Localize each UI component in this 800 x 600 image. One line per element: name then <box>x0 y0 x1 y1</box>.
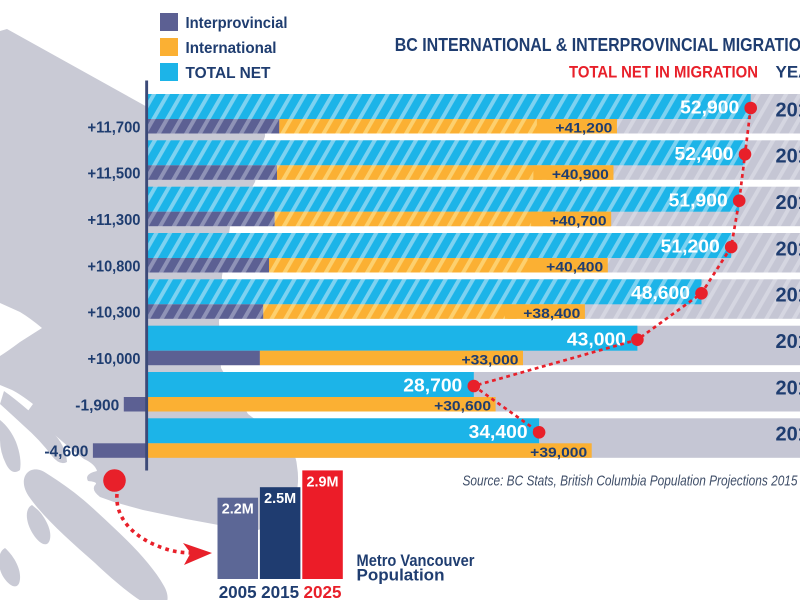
svg-text:+38,400: +38,400 <box>523 305 580 321</box>
svg-text:2.9M: 2.9M <box>307 473 339 490</box>
svg-text:2012: 2012 <box>776 424 800 446</box>
svg-text:28,700: 28,700 <box>403 376 462 396</box>
svg-text:2.5M: 2.5M <box>264 490 296 507</box>
svg-text:TOTAL NET IN MIGRATION: TOTAL NET IN MIGRATION <box>569 63 758 82</box>
svg-text:+40,400: +40,400 <box>546 259 603 275</box>
svg-text:+30,600: +30,600 <box>434 398 491 414</box>
svg-text:2016: 2016 <box>776 238 800 260</box>
svg-text:51,200: 51,200 <box>661 237 720 257</box>
svg-text:-4,600: -4,600 <box>44 444 88 461</box>
svg-text:+11,300: +11,300 <box>88 212 141 229</box>
svg-text:+11,500: +11,500 <box>88 166 141 183</box>
svg-text:48,600: 48,600 <box>631 283 690 303</box>
svg-text:2014: 2014 <box>776 331 800 353</box>
svg-text:+10,800: +10,800 <box>88 258 141 275</box>
svg-text:+33,000: +33,000 <box>462 351 519 367</box>
svg-text:2019: 2019 <box>776 99 800 121</box>
svg-text:2015: 2015 <box>776 285 800 307</box>
svg-text:International: International <box>186 40 277 57</box>
svg-text:+41,200: +41,200 <box>555 120 612 136</box>
svg-text:-1,900: -1,900 <box>75 397 119 414</box>
svg-text:+39,000: +39,000 <box>530 444 587 460</box>
svg-text:Metro Vancouver: Metro Vancouver <box>357 552 476 570</box>
svg-text:2025: 2025 <box>304 582 342 600</box>
svg-text:34,400: 34,400 <box>469 422 528 442</box>
svg-text:Interprovincial: Interprovincial <box>186 15 288 32</box>
svg-text:2.2M: 2.2M <box>222 501 254 518</box>
svg-text:TOTAL NET: TOTAL NET <box>186 65 271 82</box>
svg-text:Source: BC Stats, British Colu: Source: BC Stats, British Columbia Popul… <box>463 473 799 490</box>
svg-text:YEAR: YEAR <box>776 63 800 82</box>
svg-text:52,400: 52,400 <box>675 144 734 164</box>
svg-text:+10,000: +10,000 <box>88 351 141 368</box>
svg-text:2017: 2017 <box>776 192 800 214</box>
svg-text:+11,700: +11,700 <box>88 119 141 136</box>
svg-text:2005: 2005 <box>219 582 257 600</box>
svg-text:Population: Population <box>357 567 445 585</box>
svg-text:52,900: 52,900 <box>680 98 739 118</box>
svg-text:2018: 2018 <box>776 146 800 168</box>
svg-text:+40,700: +40,700 <box>550 212 607 228</box>
svg-text:2015: 2015 <box>261 582 299 600</box>
svg-text:BC INTERNATIONAL & INTERPROVIN: BC INTERNATIONAL & INTERPROVINCIAL MIGRA… <box>395 35 800 55</box>
svg-text:+40,900: +40,900 <box>552 166 609 182</box>
svg-text:2013: 2013 <box>776 377 800 399</box>
svg-text:+10,300: +10,300 <box>88 305 141 322</box>
svg-text:43,000: 43,000 <box>567 329 626 349</box>
svg-text:51,900: 51,900 <box>669 190 728 210</box>
